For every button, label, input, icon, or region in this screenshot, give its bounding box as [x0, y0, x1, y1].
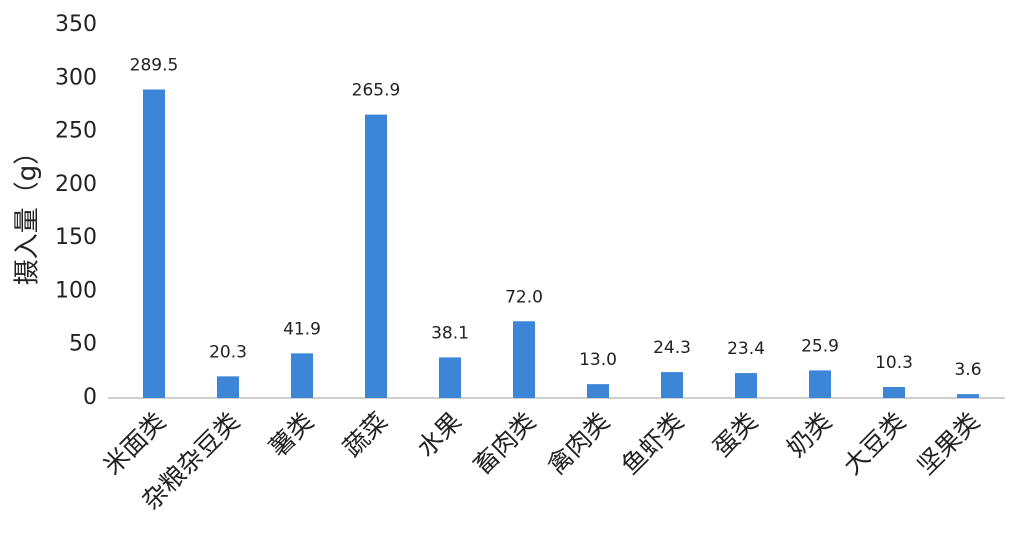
- value-label: 41.9: [283, 319, 321, 339]
- bar: [735, 373, 757, 398]
- y-tick-label: 300: [55, 65, 97, 90]
- y-tick-label: 200: [55, 172, 97, 197]
- value-label: 10.3: [875, 353, 913, 373]
- y-tick-label: 0: [83, 385, 97, 410]
- x-tick-label: 米面类: [98, 407, 172, 481]
- bar: [661, 372, 683, 398]
- bar: [143, 89, 165, 399]
- x-tick-label: 水果: [411, 407, 467, 463]
- bar: [513, 321, 535, 398]
- x-tick-label: 鱼虾类: [616, 407, 690, 481]
- y-tick-label: 350: [55, 12, 97, 37]
- value-label: 25.9: [801, 336, 839, 356]
- x-tick-label: 坚果类: [912, 407, 986, 481]
- value-label: 38.1: [431, 323, 469, 343]
- x-tick-label: 禽肉类: [542, 407, 616, 481]
- value-label: 20.3: [209, 342, 247, 362]
- bar: [365, 114, 387, 398]
- x-tick-label: 蛋类: [707, 407, 763, 463]
- bar: [587, 384, 609, 398]
- x-tick-label: 畜肉类: [468, 407, 542, 481]
- y-axis-label: 摄入量（g）: [13, 139, 43, 286]
- bar: [957, 394, 979, 398]
- value-label: 24.3: [653, 338, 691, 358]
- bar: [217, 376, 239, 398]
- y-tick-label: 50: [69, 332, 97, 357]
- x-tick-label: 大豆类: [838, 407, 912, 481]
- x-tick-label: 蔬菜: [337, 407, 393, 463]
- y-tick-label: 150: [55, 225, 97, 250]
- y-tick-label: 250: [55, 119, 97, 144]
- value-label: 289.5: [130, 55, 179, 75]
- bar: [291, 353, 313, 398]
- x-tick-label: 薯类: [263, 407, 319, 463]
- value-label: 13.0: [579, 350, 617, 370]
- value-label: 72.0: [505, 287, 543, 307]
- bar: [809, 370, 831, 398]
- value-label: 3.6: [954, 360, 981, 380]
- bar: [883, 387, 905, 398]
- bar: [439, 357, 461, 398]
- value-label: 23.4: [727, 339, 765, 359]
- value-label: 265.9: [352, 81, 401, 101]
- y-tick-label: 100: [55, 278, 97, 303]
- x-tick-label: 奶类: [781, 407, 837, 463]
